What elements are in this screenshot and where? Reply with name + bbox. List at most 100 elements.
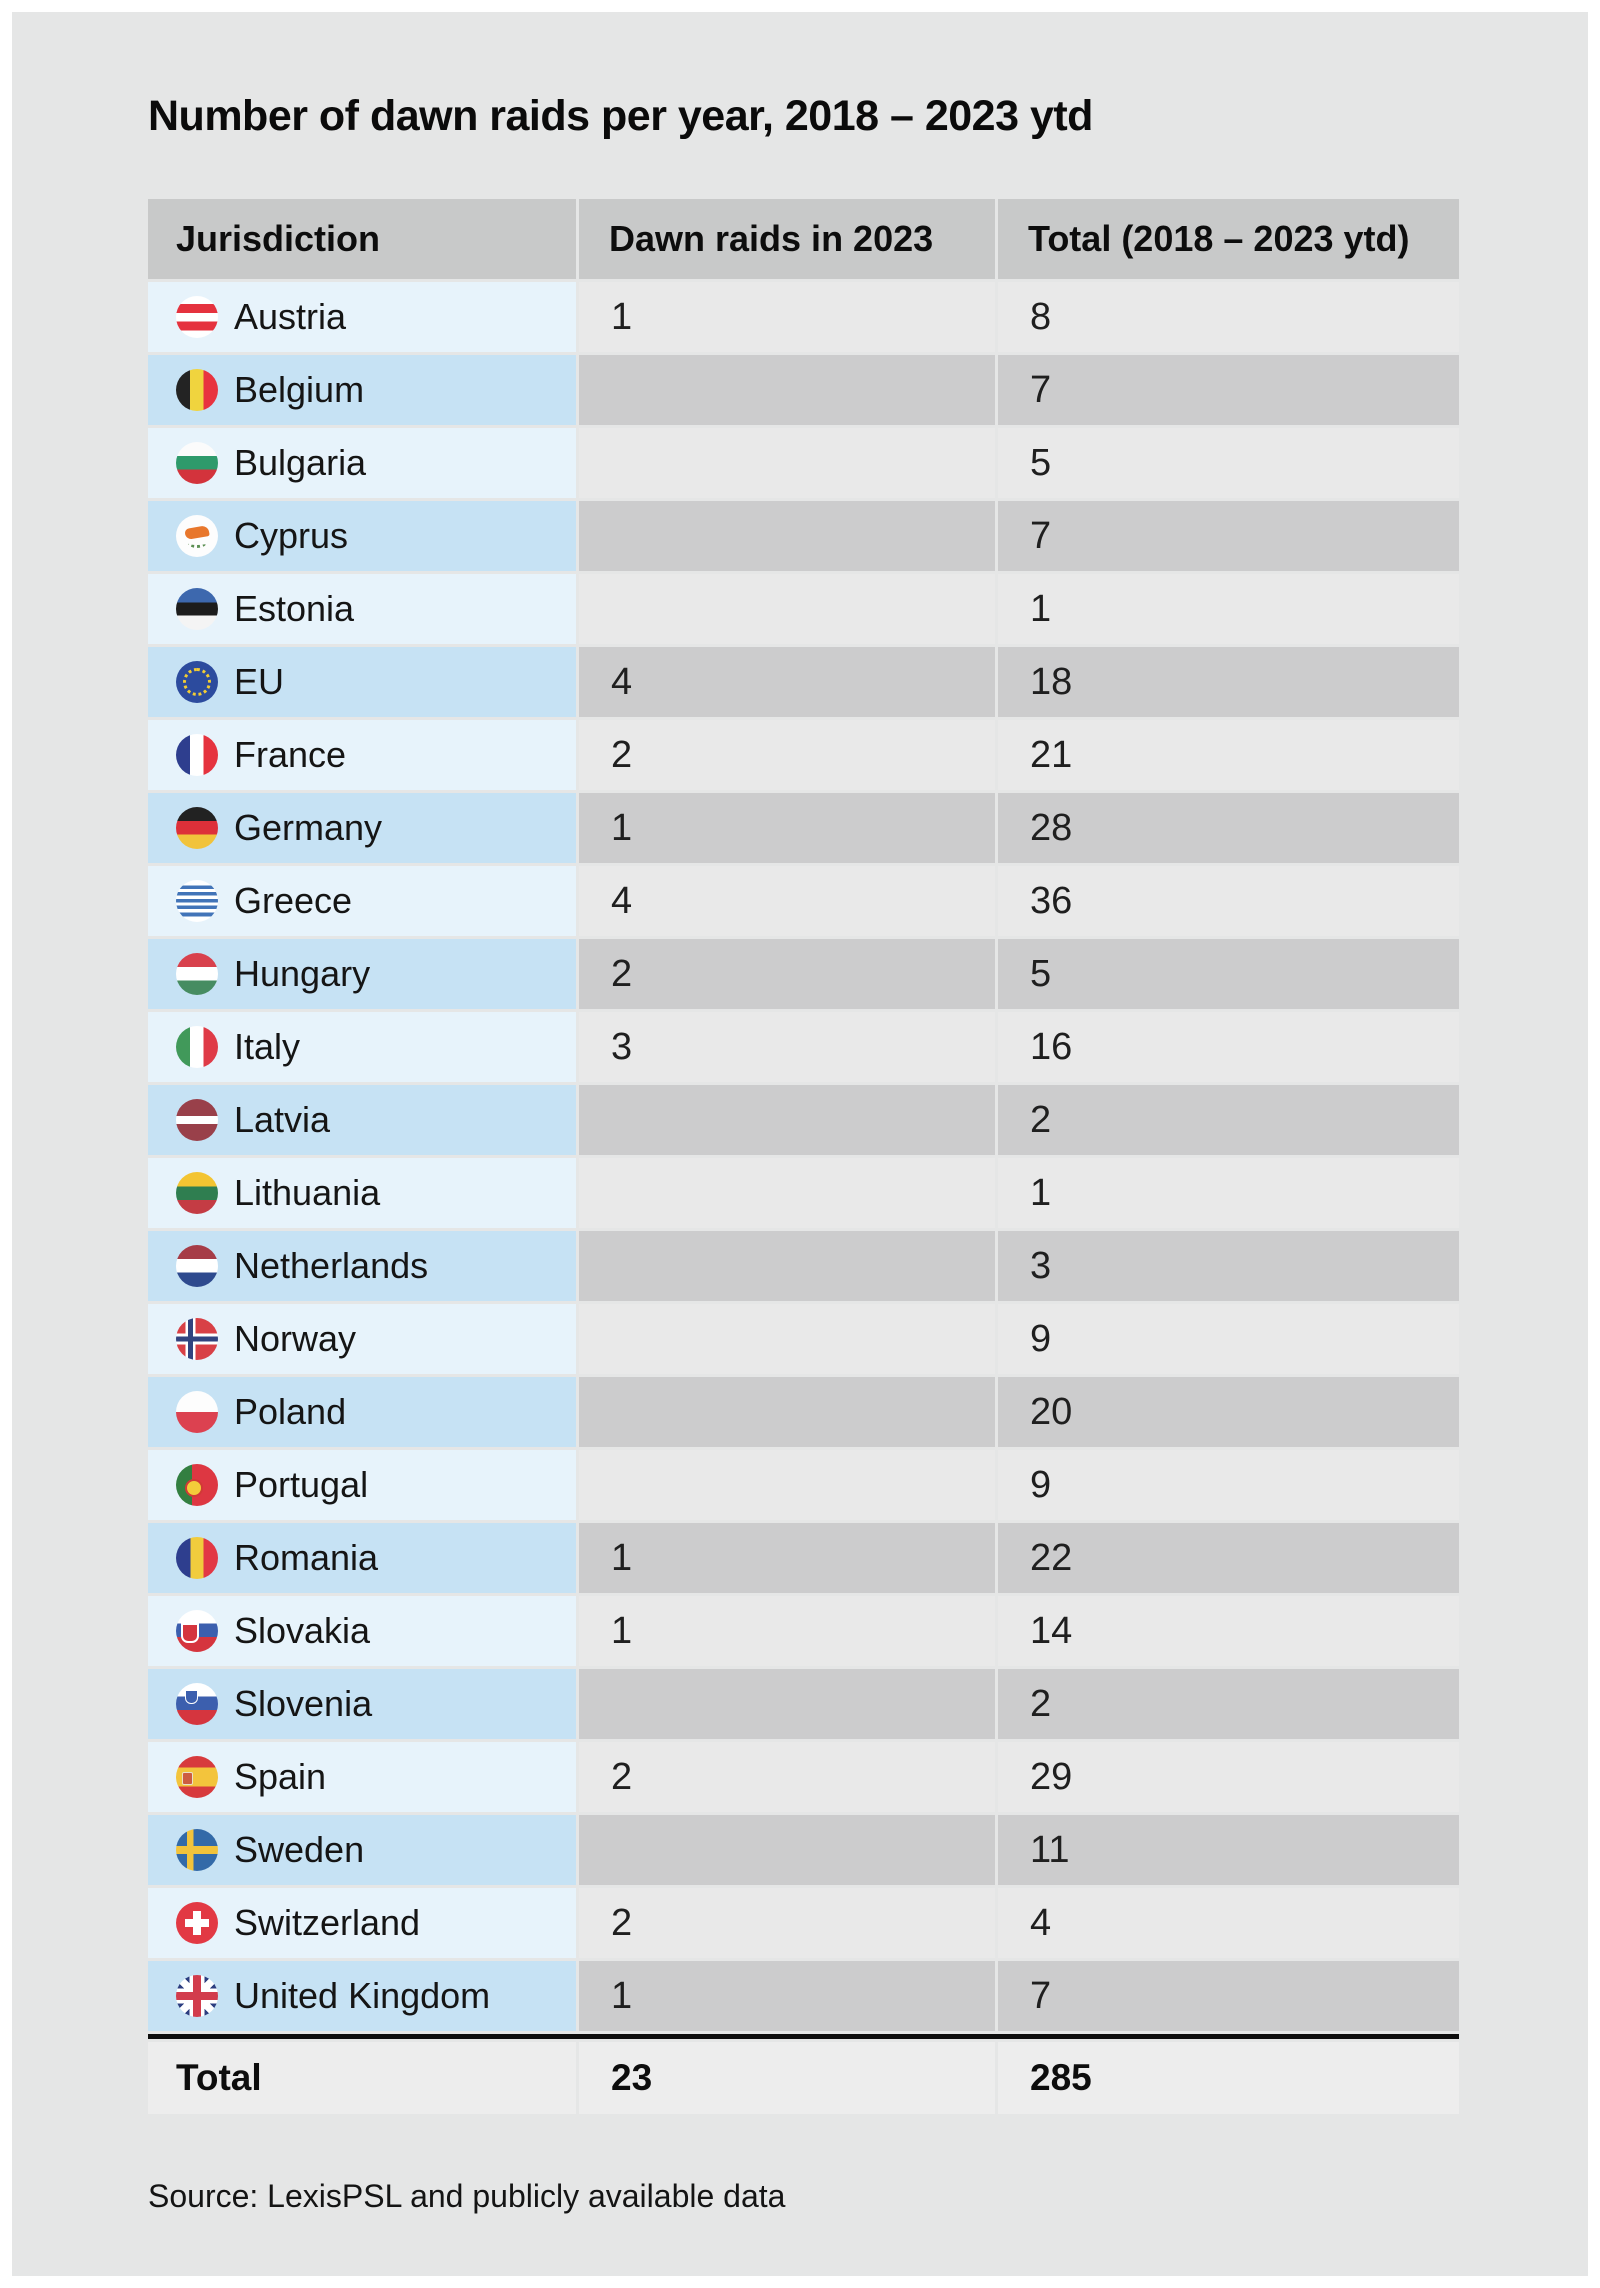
dawn-raids-2023-value: 2 [579, 1742, 995, 1812]
country-label: United Kingdom [234, 1975, 491, 2016]
total-value: 11 [998, 1815, 1459, 1885]
total-value: 21 [998, 720, 1459, 790]
jurisdiction-cell-uk: United Kingdom [148, 1961, 576, 2031]
total-value: 5 [998, 428, 1459, 498]
country-label: Netherlands [234, 1245, 429, 1286]
sweden-flag-icon [176, 1829, 218, 1871]
eu-flag-icon [176, 661, 218, 703]
france-flag-icon [176, 734, 218, 776]
country-label: Spain [234, 1756, 327, 1797]
lithuania-flag-icon [176, 1172, 218, 1214]
total-value: 36 [998, 866, 1459, 936]
total-value: 2 [998, 1669, 1459, 1739]
jurisdiction-cell-hungary: Hungary [148, 939, 576, 1009]
total-value: 16 [998, 1012, 1459, 1082]
jurisdiction-cell-eu: EU [148, 647, 576, 717]
country-label: Slovenia [234, 1683, 373, 1724]
dawn-raids-2023-value [579, 1669, 995, 1739]
total-value: 5 [998, 939, 1459, 1009]
country-label: Poland [234, 1391, 347, 1432]
total-row-label: Total [148, 2042, 576, 2114]
dawn-raids-2023-value: 1 [579, 793, 995, 863]
dawn-raids-2023-value: 4 [579, 647, 995, 717]
dawn-raids-2023-value [579, 1304, 995, 1374]
total-value: 1 [998, 1158, 1459, 1228]
netherlands-flag-icon [176, 1245, 218, 1287]
slovenia-flag-icon [176, 1683, 218, 1725]
total-value: 1 [998, 574, 1459, 644]
dawn-raids-2023-value [579, 355, 995, 425]
page-background: Number of dawn raids per year, 2018 – 20… [12, 12, 1588, 2276]
country-label: Austria [234, 296, 347, 337]
hungary-flag-icon [176, 953, 218, 995]
column-header-total: Total (2018 – 2023 ytd) [998, 199, 1459, 279]
jurisdiction-cell-lithuania: Lithuania [148, 1158, 576, 1228]
norway-flag-icon [176, 1318, 218, 1360]
total-value: 4 [998, 1888, 1459, 1958]
greece-flag-icon [176, 880, 218, 922]
jurisdiction-cell-estonia: Estonia [148, 574, 576, 644]
total-overall-value: 285 [998, 2042, 1459, 2114]
dawn-raids-2023-value [579, 1085, 995, 1155]
portugal-flag-icon [176, 1464, 218, 1506]
country-label: Portugal [234, 1464, 369, 1505]
italy-flag-icon [176, 1026, 218, 1068]
country-label: Germany [234, 807, 383, 848]
dawn-raids-2023-value: 4 [579, 866, 995, 936]
column-header-dawn-raids-2023: Dawn raids in 2023 [579, 199, 995, 279]
poland-flag-icon [176, 1391, 218, 1433]
country-label: Romania [234, 1537, 379, 1578]
jurisdiction-cell-cyprus: Cyprus [148, 501, 576, 571]
jurisdiction-cell-germany: Germany [148, 793, 576, 863]
country-label: Greece [234, 880, 353, 921]
dawn-raids-2023-value: 1 [579, 1961, 995, 2031]
total-value: 3 [998, 1231, 1459, 1301]
dawn-raids-2023-value [579, 428, 995, 498]
country-label: Lithuania [234, 1172, 381, 1213]
page-title: Number of dawn raids per year, 2018 – 20… [148, 92, 1093, 140]
country-label: France [234, 734, 347, 775]
dawn-raids-2023-value [579, 1377, 995, 1447]
total-value: 20 [998, 1377, 1459, 1447]
jurisdiction-cell-greece: Greece [148, 866, 576, 936]
jurisdiction-cell-belgium: Belgium [148, 355, 576, 425]
total-value: 2 [998, 1085, 1459, 1155]
jurisdiction-cell-italy: Italy [148, 1012, 576, 1082]
dawn-raids-2023-value [579, 1450, 995, 1520]
jurisdiction-cell-bulgaria: Bulgaria [148, 428, 576, 498]
uk-flag-icon [176, 1975, 218, 2017]
country-label: Latvia [234, 1099, 331, 1140]
total-value: 22 [998, 1523, 1459, 1593]
jurisdiction-cell-spain: Spain [148, 1742, 576, 1812]
latvia-flag-icon [176, 1099, 218, 1141]
country-label: Norway [234, 1318, 357, 1359]
jurisdiction-cell-portugal: Portugal [148, 1450, 576, 1520]
country-label: Slovakia [234, 1610, 371, 1651]
dawn-raids-2023-value: 1 [579, 1523, 995, 1593]
total-value: 9 [998, 1304, 1459, 1374]
jurisdiction-cell-france: France [148, 720, 576, 790]
total-value: 7 [998, 1961, 1459, 2031]
total-value: 7 [998, 355, 1459, 425]
jurisdiction-cell-slovenia: Slovenia [148, 1669, 576, 1739]
dawn-raids-2023-value: 1 [579, 282, 995, 352]
total-value: 18 [998, 647, 1459, 717]
total-value: 8 [998, 282, 1459, 352]
jurisdiction-cell-norway: Norway [148, 1304, 576, 1374]
source-note: Source: LexisPSL and publicly available … [148, 2178, 786, 2214]
country-label: Italy [234, 1026, 301, 1067]
dawn-raids-2023-value: 3 [579, 1012, 995, 1082]
country-label: Hungary [234, 953, 371, 994]
cyprus-flag-icon [176, 515, 218, 557]
dawn-raids-2023-value [579, 574, 995, 644]
country-label: Cyprus [234, 515, 349, 556]
total-value: 9 [998, 1450, 1459, 1520]
total-value: 28 [998, 793, 1459, 863]
estonia-flag-icon [176, 588, 218, 630]
jurisdiction-cell-slovakia: Slovakia [148, 1596, 576, 1666]
jurisdiction-cell-netherlands: Netherlands [148, 1231, 576, 1301]
germany-flag-icon [176, 807, 218, 849]
dawn-raids-2023-value [579, 1158, 995, 1228]
dawn-raids-2023-value: 1 [579, 1596, 995, 1666]
bulgaria-flag-icon [176, 442, 218, 484]
